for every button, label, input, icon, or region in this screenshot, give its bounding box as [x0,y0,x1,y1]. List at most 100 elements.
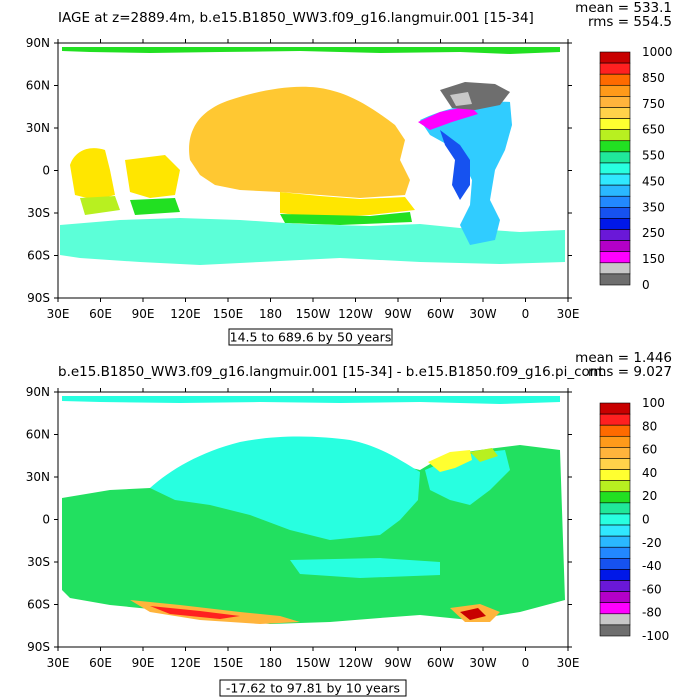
y-tick-label: 0 [42,164,50,178]
colorbar-swatch-1-20 [599,273,631,286]
x-tick-label: 90E [132,307,155,321]
x-tick-label: 150W [296,307,331,321]
region-green-band-2 [130,198,180,215]
region-green-band [80,196,120,215]
region-labrador-green [470,448,498,462]
map-2 [57,391,569,648]
colorbar-swatch-1-11 [599,173,631,186]
colorbar-swatch-1-13 [599,195,631,208]
colorbar-swatch-2-1 [599,413,631,426]
x-tick-label: 180 [259,656,282,670]
colorbar-label: 100 [642,396,665,410]
region-arctic-2 [62,396,560,404]
colorbar-swatch-1-12 [599,184,631,197]
x-tick-label: 120E [170,307,201,321]
region-arctic [62,47,560,54]
colorbar-swatch-1-3 [599,84,631,97]
colorbar-swatch-1-6 [599,118,631,130]
colorbar-swatch-1-9 [599,151,631,164]
colorbar-swatch-1-14 [599,207,631,219]
x-tick-label: 150W [296,656,331,670]
colorbar-swatch-2-11 [599,524,631,537]
panel-difference: b.e15.B1850_WW3.f09_g16.langmuir.001 [15… [26,350,672,697]
region-southern-anomaly-red [150,606,240,619]
colorbar-swatch-1-17 [599,240,631,253]
x-tick-label: 60E [89,307,112,321]
colorbar-swatch-1-8 [599,140,631,153]
map-1 [57,42,569,299]
y-tick-label: 90S [27,291,50,305]
colorbar-label: 0 [642,278,650,292]
colorbar-swatch-1-19 [599,262,631,275]
y-tick-label: 90N [26,385,50,399]
region-north-pacific [150,436,420,540]
colorbar-swatch-2-5 [599,458,631,470]
panel-1-title: IAGE at z=2889.4m, b.e15.B1850_WW3.f09_g… [58,10,534,26]
panel-1-mean: mean = 533.1 [575,0,672,16]
region-north-atlantic-light [450,92,472,106]
colorbar-swatch-2-15 [599,569,631,581]
axes-1: 30E 60E 90E 120E 150E 180 150W 120W 90W 60W 30W 0 30… [26,36,580,321]
panel-2-mean: mean = 1.446 [575,350,672,366]
colorbar-swatch-2-8 [599,491,631,504]
colorbar-label: 650 [642,123,665,137]
x-tick-label: 90E [132,656,155,670]
colorbar-swatch-2-9 [599,502,631,515]
colorbar-swatch-2-19 [599,613,631,626]
y-tick-label: 30S [27,206,50,220]
colorbar-swatch-1-16 [599,229,631,241]
colorbar-swatch-1-2 [599,73,631,86]
colorbar-label: 150 [642,252,665,266]
region-north-atlantic-magenta [418,106,478,130]
colorbar-label: -60 [642,582,662,596]
colorbar-label: -100 [642,629,669,643]
y-tick-label: 60N [26,428,50,442]
region-indian-2 [125,155,180,198]
colorbar-swatch-2-0 [599,402,631,415]
region-south-pacific [280,192,415,218]
colorbar-swatch-2-6 [599,469,631,481]
colorbar-label: 20 [642,489,657,503]
region-southern [60,218,565,265]
y-tick-label: 30N [26,121,50,135]
panel-iage: IAGE at z=2889.4m, b.e15.B1850_WW3.f09_g… [26,0,673,346]
colorbar-swatch-2-10 [599,513,631,526]
colorbar-swatch-2-4 [599,447,631,459]
x-tick-label: 30E [557,307,580,321]
region-green-band-3 [280,212,412,225]
region-indian [70,148,115,200]
x-tick-label: 60W [427,656,454,670]
y-tick-label: 60N [26,79,50,93]
colorbar-swatch-1-15 [599,218,631,230]
y-tick-label: 90N [26,36,50,50]
region-southern-anomaly [130,600,300,624]
colorbar-swatch-2-18 [599,602,631,615]
x-tick-label: 30E [557,656,580,670]
colorbar-label: 80 [642,419,657,433]
panel-2-rms: rms = 9.027 [588,364,672,380]
colorbar-label: 60 [642,443,657,457]
colorbar-swatch-2-2 [599,424,631,437]
colorbar-swatch-1-1 [599,62,631,75]
colorbar-1: 1000 850 750 650 550 450 350 250 150 0 [599,45,673,292]
colorbar-swatch-2-17 [599,591,631,604]
colorbar-swatch-1-5 [599,107,631,119]
footer-1: 14.5 to 689.6 by 50 years [230,330,392,345]
colorbar-swatch-1-18 [599,251,631,264]
colorbar-label: 40 [642,466,657,480]
colorbar-label: 350 [642,200,665,214]
region-south-negative [290,558,440,578]
colorbar-swatch-1-10 [599,162,631,175]
colorbar-label: 0 [642,513,650,527]
x-tick-label: 150E [213,656,244,670]
colorbar-swatch-1-7 [599,129,631,142]
colorbar-swatch-2-7 [599,480,631,493]
y-tick-label: 30N [26,470,50,484]
y-tick-label: 60S [27,249,50,263]
panel-2-title: b.e15.B1850_WW3.f09_g16.langmuir.001 [15… [58,364,604,380]
colorbar-label: 750 [642,97,665,111]
colorbar-label: -40 [642,559,662,573]
colorbar-swatch-2-3 [599,435,631,448]
region-pacific [189,86,410,198]
